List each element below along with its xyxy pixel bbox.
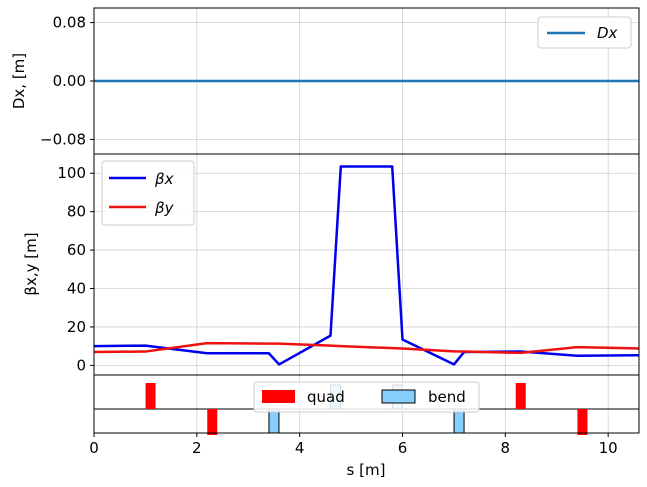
- quad-legend-swatch: [262, 390, 295, 403]
- beta-y-tick-label: 100: [57, 164, 86, 182]
- x-tick-label: 0: [89, 439, 99, 457]
- x-tick-label: 10: [599, 439, 618, 457]
- bend-magnet: [453, 408, 465, 434]
- lattice-legend-box: [253, 381, 480, 413]
- x-tick-label: 6: [398, 439, 408, 457]
- bend-legend-label: bend: [428, 388, 466, 406]
- dispersion-y-ticks: 0.08 0.00 −0.08: [40, 14, 94, 148]
- quad-legend-label: quad: [307, 388, 345, 406]
- beta-y-tick-label: 40: [67, 280, 86, 298]
- lattice-axes-frame: [93, 374, 640, 434]
- quadrupole-magnet: [145, 383, 156, 409]
- beta-y-tick-label: 60: [67, 241, 86, 259]
- x-tick-label: 4: [295, 439, 305, 457]
- beta-x-legend-label: βx: [154, 170, 174, 188]
- x-tick-label: 2: [192, 439, 202, 457]
- lattice-panel: quad bend 0 2 4 6 8 10 s [m]: [89, 374, 640, 479]
- lattice-x-ticks: 0 2 4 6 8 10: [89, 433, 618, 457]
- beta-y-axis-label: βx,y [m]: [22, 232, 40, 295]
- dispersion-y-tick-label: −0.08: [40, 130, 86, 148]
- beta-y-legend-label: βy: [154, 199, 175, 217]
- bend-magnet: [268, 408, 280, 434]
- beta-y-tick-label: 0: [76, 356, 86, 374]
- x-axis-label: s [m]: [347, 461, 386, 479]
- dispersion-legend: Dx: [537, 16, 632, 49]
- beta-y-line: [93, 341, 640, 355]
- x-tick-label: 8: [501, 439, 511, 457]
- beta-y-tick-label: 80: [67, 203, 86, 221]
- quadrupole-magnet: [515, 383, 526, 409]
- quadrupole-magnet: [207, 409, 218, 435]
- bend-legend-swatch: [381, 389, 416, 404]
- dispersion-legend-label: Dx: [597, 24, 618, 42]
- beta-series: [93, 165, 640, 366]
- beta-legend-box: [101, 160, 195, 226]
- beta-y-tick-label: 20: [67, 318, 86, 336]
- beta-legend: βx βy: [101, 160, 195, 226]
- dispersion-y-axis-label: Dx, [m]: [10, 53, 28, 109]
- dispersion-y-tick-label: 0.00: [53, 72, 86, 90]
- beta-panel: 0 20 40 60 80 100 βx,y [m] βx βy: [22, 153, 640, 376]
- quadrupole-magnet: [577, 409, 588, 435]
- dispersion-y-tick-label: 0.08: [53, 14, 86, 32]
- dispersion-panel: 0.08 0.00 −0.08 Dx, [m] Dx: [10, 7, 640, 155]
- beta-y-ticks: 0 20 40 60 80 100: [57, 164, 94, 374]
- lattice-legend: quad bend: [253, 381, 480, 413]
